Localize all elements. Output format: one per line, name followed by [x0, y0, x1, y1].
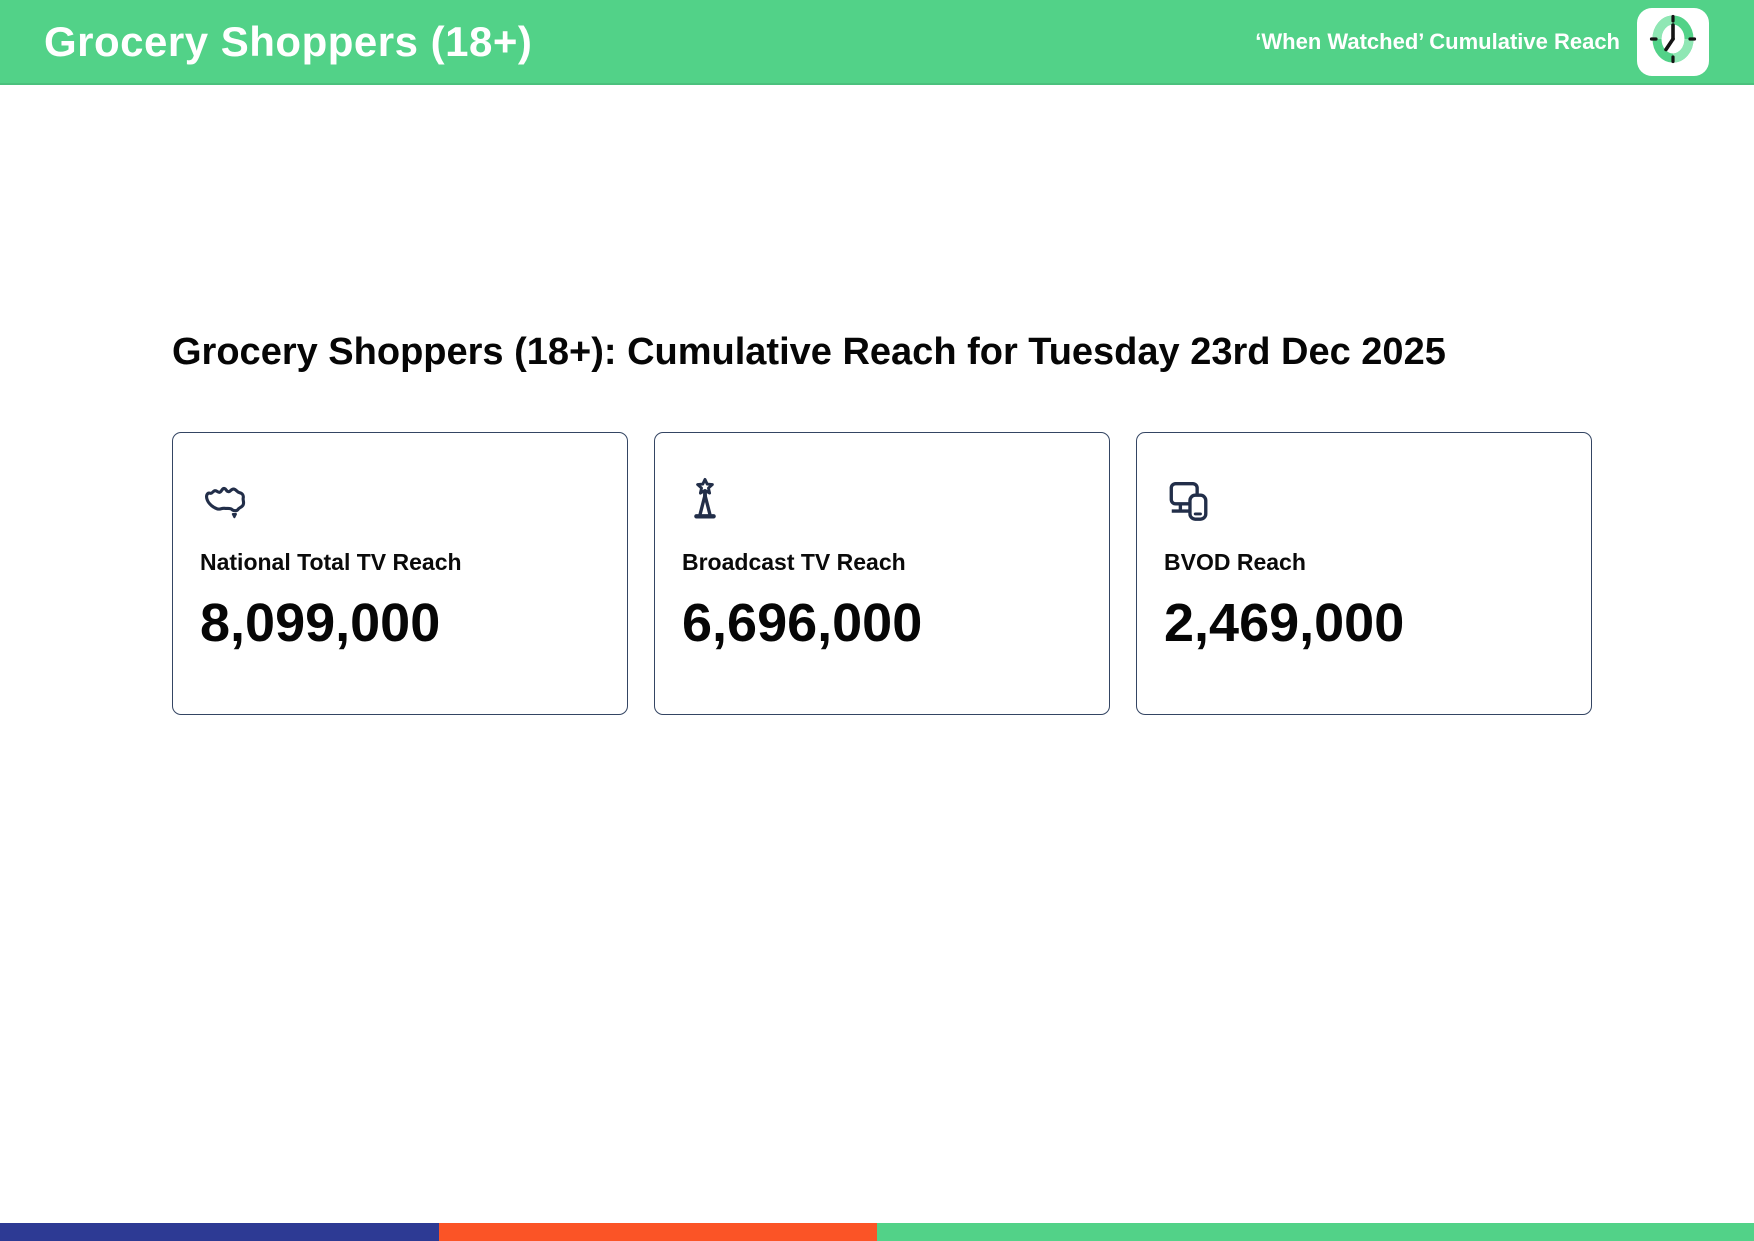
footer-bar: [0, 1223, 1754, 1241]
kpi-cards: National Total TV Reach 8,099,000 Broadc…: [172, 432, 1592, 715]
footer-segment-navy: [0, 1223, 439, 1241]
kpi-value: 8,099,000: [200, 593, 441, 653]
tv-and-phone-icon: [1164, 477, 1214, 523]
footer-segment-green: [877, 1223, 1754, 1241]
page-title: Grocery Shoppers (18+): Cumulative Reach…: [172, 331, 1446, 373]
clock-icon: [1645, 11, 1701, 72]
app-title: Grocery Shoppers (18+): [44, 17, 533, 65]
kpi-label: BVOD Reach: [1164, 549, 1306, 575]
kpi-label: National Total TV Reach: [200, 549, 462, 575]
header-subtitle: ‘When Watched’ Cumulative Reach: [1255, 28, 1620, 54]
broadcast-tower-icon: [682, 477, 732, 523]
app-logo: [1637, 7, 1709, 76]
kpi-label: Broadcast TV Reach: [682, 549, 906, 575]
kpi-value: 2,469,000: [1164, 593, 1405, 653]
kpi-card-bvod: BVOD Reach 2,469,000: [1136, 432, 1592, 715]
app-header: Grocery Shoppers (18+) ‘When Watched’ Cu…: [0, 0, 1754, 85]
kpi-card-national-total-tv: National Total TV Reach 8,099,000: [172, 432, 628, 715]
australia-map-icon: [200, 477, 250, 523]
kpi-value: 6,696,000: [682, 593, 923, 653]
header-right: ‘When Watched’ Cumulative Reach: [1255, 7, 1709, 76]
kpi-card-broadcast-tv: Broadcast TV Reach 6,696,000: [654, 432, 1110, 715]
footer-segment-orange: [438, 1223, 877, 1241]
